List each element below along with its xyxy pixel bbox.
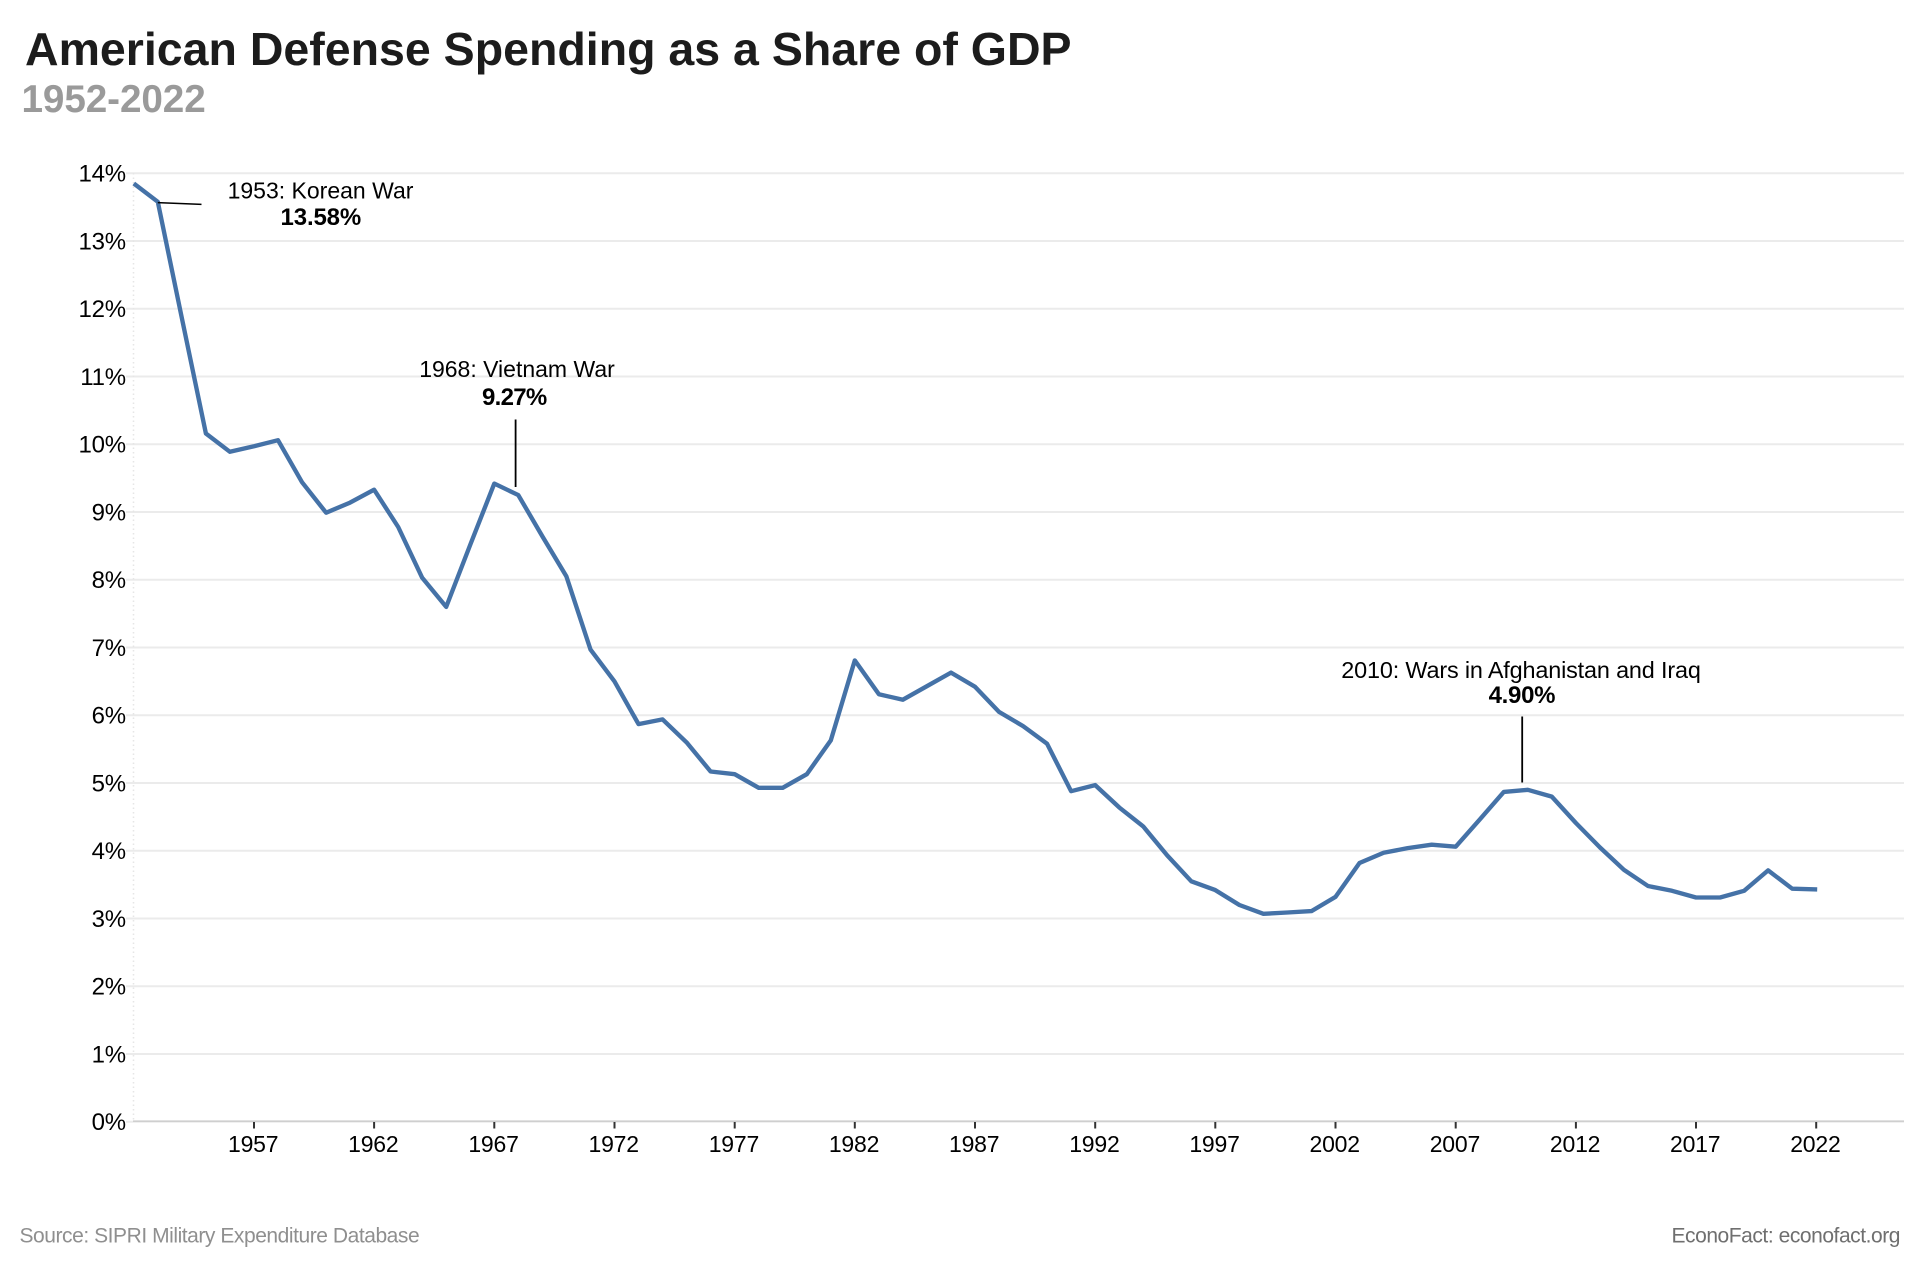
svg-text:1977: 1977 xyxy=(709,1131,759,1157)
svg-text:2%: 2% xyxy=(92,974,126,1001)
svg-text:2010: Wars in Afghanistan and: 2010: Wars in Afghanistan and Iraq xyxy=(1341,657,1700,683)
svg-text:3%: 3% xyxy=(92,906,126,933)
svg-text:4.90%: 4.90% xyxy=(1489,682,1556,709)
svg-text:1952-2022: 1952-2022 xyxy=(22,78,206,121)
svg-text:2017: 2017 xyxy=(1670,1131,1720,1157)
svg-text:2012: 2012 xyxy=(1550,1131,1600,1157)
svg-text:1953: Korean War: 1953: Korean War xyxy=(228,178,414,204)
svg-text:9.27%: 9.27% xyxy=(482,384,547,411)
svg-text:14%: 14% xyxy=(79,161,126,188)
svg-text:11%: 11% xyxy=(80,364,126,391)
svg-text:1972: 1972 xyxy=(589,1131,639,1157)
svg-text:1997: 1997 xyxy=(1189,1131,1239,1157)
svg-text:1967: 1967 xyxy=(468,1131,518,1157)
svg-text:2002: 2002 xyxy=(1310,1131,1360,1157)
svg-text:1957: 1957 xyxy=(228,1131,278,1157)
svg-text:8%: 8% xyxy=(92,567,126,594)
svg-text:1982: 1982 xyxy=(829,1131,879,1157)
svg-text:EconoFact: econofact.org: EconoFact: econofact.org xyxy=(1671,1225,1900,1248)
svg-text:1%: 1% xyxy=(92,1041,126,1068)
svg-text:6%: 6% xyxy=(92,703,126,730)
svg-text:1968: Vietnam War: 1968: Vietnam War xyxy=(419,356,615,382)
svg-text:2022: 2022 xyxy=(1790,1131,1840,1157)
svg-text:1962: 1962 xyxy=(348,1131,398,1157)
svg-text:2007: 2007 xyxy=(1430,1131,1480,1157)
svg-text:13.58%: 13.58% xyxy=(281,204,362,231)
svg-text:13%: 13% xyxy=(79,228,126,255)
svg-text:0%: 0% xyxy=(92,1109,126,1136)
svg-text:American Defense Spending as a: American Defense Spending as a Share of … xyxy=(25,23,1072,75)
svg-text:12%: 12% xyxy=(79,296,126,323)
svg-text:7%: 7% xyxy=(92,635,126,662)
svg-text:4%: 4% xyxy=(92,838,126,865)
svg-text:1987: 1987 xyxy=(949,1131,999,1157)
svg-text:5%: 5% xyxy=(92,770,126,797)
svg-text:Source: SIPRI Military Expendi: Source: SIPRI Military Expenditure Datab… xyxy=(20,1225,420,1248)
svg-text:1992: 1992 xyxy=(1069,1131,1119,1157)
svg-text:9%: 9% xyxy=(92,499,126,526)
svg-text:10%: 10% xyxy=(79,432,126,459)
